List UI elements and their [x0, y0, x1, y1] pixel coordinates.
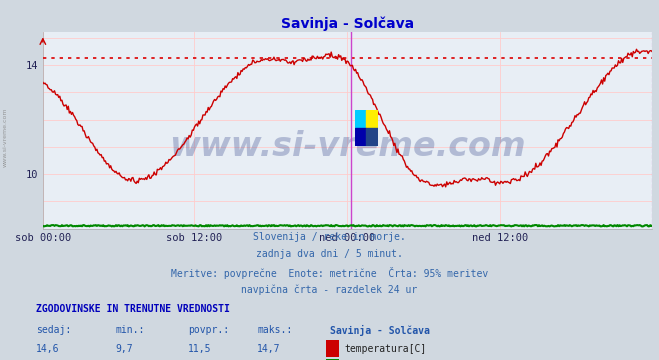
Text: 14,7: 14,7 — [257, 344, 281, 354]
Title: Savinja - Solčava: Savinja - Solčava — [281, 17, 415, 31]
Text: 11,5: 11,5 — [188, 344, 212, 354]
Text: zadnja dva dni / 5 minut.: zadnja dva dni / 5 minut. — [256, 249, 403, 260]
Text: sedaj:: sedaj: — [36, 325, 71, 335]
Bar — [366, 110, 378, 128]
Text: www.si-vreme.com: www.si-vreme.com — [3, 107, 8, 167]
Text: 14,6: 14,6 — [36, 344, 60, 354]
Bar — [366, 128, 378, 146]
Text: povpr.:: povpr.: — [188, 325, 229, 335]
Text: Slovenija / reke in morje.: Slovenija / reke in morje. — [253, 232, 406, 242]
Text: navpična črta - razdelek 24 ur: navpična črta - razdelek 24 ur — [241, 284, 418, 294]
Text: maks.:: maks.: — [257, 325, 292, 335]
Text: temperatura[C]: temperatura[C] — [344, 344, 426, 354]
Text: www.si-vreme.com: www.si-vreme.com — [169, 130, 526, 163]
Text: Meritve: povprečne  Enote: metrične  Črta: 95% meritev: Meritve: povprečne Enote: metrične Črta:… — [171, 267, 488, 279]
Bar — [355, 128, 366, 146]
Text: min.:: min.: — [115, 325, 145, 335]
Text: Savinja - Solčava: Savinja - Solčava — [330, 325, 430, 336]
Bar — [355, 110, 366, 128]
Text: 9,7: 9,7 — [115, 344, 133, 354]
Text: ZGODOVINSKE IN TRENUTNE VREDNOSTI: ZGODOVINSKE IN TRENUTNE VREDNOSTI — [36, 304, 230, 314]
